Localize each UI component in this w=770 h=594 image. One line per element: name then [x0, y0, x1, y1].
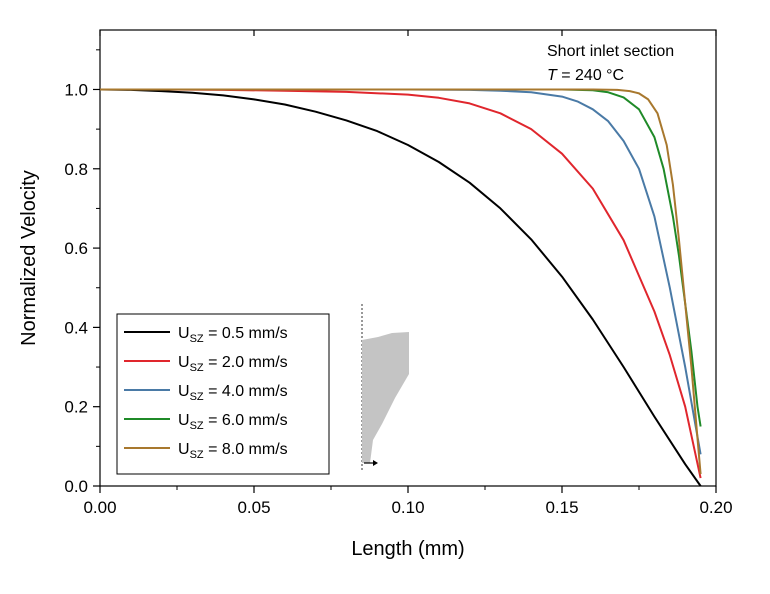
- x-tick-label: 0.15: [545, 498, 578, 517]
- legend-label-subscript: SZ: [190, 449, 204, 461]
- legend-label-var: U: [178, 325, 190, 342]
- legend-label-3: USZ = 6.0 mm/s: [178, 412, 288, 432]
- legend-label-value: = 2.0 mm/s: [204, 354, 288, 371]
- legend-label-subscript: SZ: [190, 333, 204, 345]
- y-tick-label: 0.8: [64, 160, 88, 179]
- series-line-0: [99, 88, 702, 487]
- legend-label-var: U: [178, 354, 190, 371]
- legend-label-1: USZ = 2.0 mm/s: [178, 354, 288, 374]
- inset-arrow-head: [373, 460, 378, 466]
- legend-label-subscript: SZ: [190, 391, 204, 403]
- legend-label-subscript: SZ: [190, 420, 204, 432]
- legend-label-value: = 0.5 mm/s: [204, 325, 288, 342]
- inset-flow-region: [362, 332, 409, 463]
- legend-label-var: U: [178, 383, 190, 400]
- legend-label-value: = 8.0 mm/s: [204, 441, 288, 458]
- legend-label-subscript: SZ: [190, 362, 204, 374]
- y-tick-label: 0.4: [64, 318, 88, 337]
- y-tick-label: 0.2: [64, 398, 88, 417]
- legend-label-value: = 4.0 mm/s: [204, 383, 288, 400]
- inlet-schematic-inset: [361, 304, 409, 470]
- annotation-line-1: Short inlet section: [547, 43, 674, 60]
- y-axis-title: Normalized Velocity: [18, 170, 40, 346]
- legend-label-value: = 6.0 mm/s: [204, 412, 288, 429]
- series-line-4: [100, 88, 702, 475]
- x-tick-label: 0.00: [83, 498, 116, 517]
- axis-ticks: 0.00 0.05 0.10 0.15 0.20 0.0 0.2 0.4 0.6 0.8 1.0: [64, 30, 733, 517]
- legend-label-var: U: [178, 441, 190, 458]
- legend-label-var: U: [178, 412, 190, 429]
- y-tick-label: 0.6: [64, 239, 88, 258]
- x-tick-label: 0.20: [699, 498, 732, 517]
- legend-label-2: USZ = 4.0 mm/s: [178, 383, 288, 403]
- annotation-line-2: T = 240 °C: [547, 67, 624, 84]
- x-tick-label: 0.10: [391, 498, 424, 517]
- x-axis-title: Length (mm): [351, 538, 464, 560]
- y-tick-label: 0.0: [64, 477, 88, 496]
- annotation-temperature-symbol: T: [547, 67, 558, 84]
- annotation-temperature-value: = 240 °C: [557, 67, 624, 84]
- y-tick-label: 1.0: [64, 80, 88, 99]
- series-layer: [99, 88, 702, 487]
- legend-label-4: USZ = 8.0 mm/s: [178, 441, 288, 461]
- legend-label-0: USZ = 0.5 mm/s: [178, 325, 288, 345]
- x-tick-label: 0.05: [237, 498, 270, 517]
